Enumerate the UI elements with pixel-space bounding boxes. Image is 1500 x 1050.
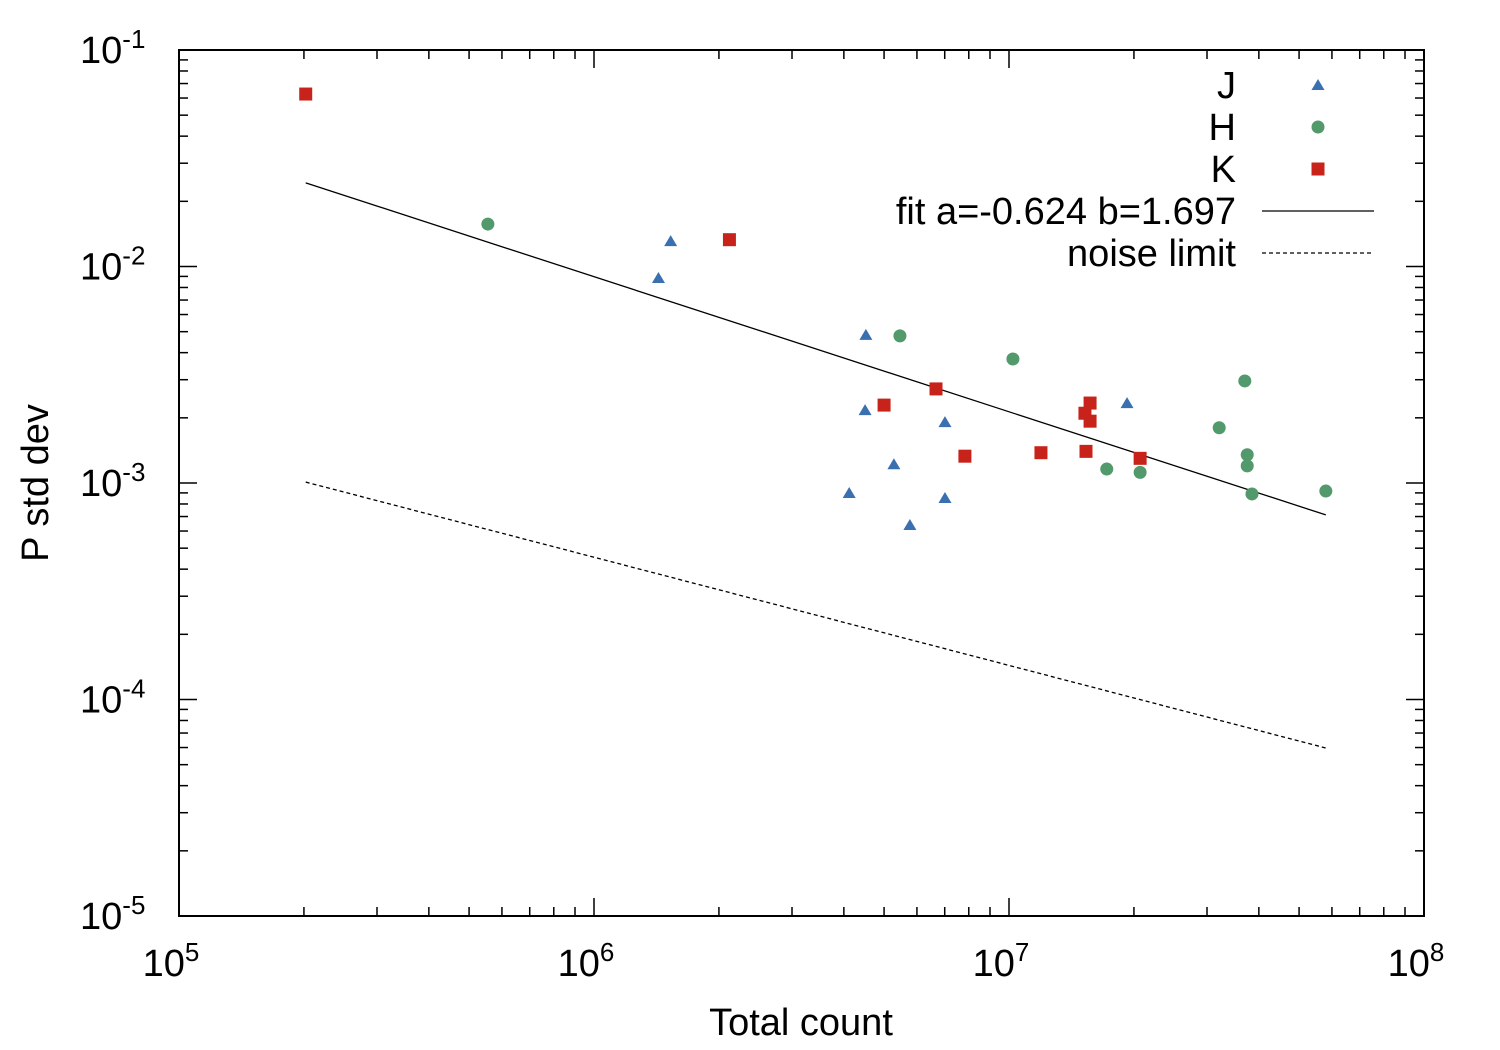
y-tick-label: 10-4 (80, 674, 145, 722)
data-point-H (1240, 459, 1254, 473)
data-point-K (877, 398, 891, 412)
data-point-H (1240, 448, 1254, 462)
data-point-H (1133, 465, 1147, 479)
legend-label: K (1211, 149, 1236, 191)
data-point-H (1245, 487, 1259, 501)
tick-labels: 105 106 107 108 10-1 10-2 10-3 10-4 10-5 (80, 24, 1444, 985)
data-point-H (1319, 484, 1333, 498)
y-tick-label: 10-5 (80, 890, 145, 938)
y-axis-label: P std dev (15, 404, 57, 562)
data-point-J (842, 487, 856, 499)
fit-line (305, 182, 1327, 516)
data-point-J (664, 235, 678, 247)
data-point-J (938, 492, 952, 504)
data-points (299, 87, 1333, 530)
data-point-H (1006, 352, 1020, 366)
y-tick-label: 10-2 (80, 241, 145, 289)
data-point-K (958, 449, 972, 463)
y-tick-label: 10-3 (80, 457, 145, 505)
data-point-H (893, 329, 907, 343)
legend-label: fit a=-0.624 b=1.697 (896, 191, 1236, 233)
legend-label: noise limit (1067, 233, 1236, 275)
legend-label: J (1217, 65, 1236, 107)
legend-marker-J (1311, 79, 1325, 90)
data-point-J (1120, 397, 1134, 409)
data-point-K (1083, 396, 1097, 410)
data-point-K (1079, 444, 1093, 458)
legend-marker-K (1311, 162, 1325, 176)
data-point-J (859, 328, 873, 340)
data-point-H (481, 217, 495, 231)
data-point-J (903, 518, 917, 530)
data-point-J (858, 404, 872, 416)
noise-limit-line (305, 481, 1326, 749)
x-tick-label: 106 (558, 937, 615, 985)
data-point-K (929, 382, 943, 396)
fit-lines (305, 182, 1327, 749)
data-point-K (299, 87, 313, 101)
data-point-K (1034, 446, 1048, 460)
x-axis-label: Total count (709, 1002, 893, 1044)
legend-label: H (1209, 107, 1236, 149)
legend-marker-H (1311, 120, 1325, 134)
data-point-K (722, 233, 736, 247)
data-point-K (1133, 451, 1147, 465)
data-point-K (1083, 414, 1097, 428)
data-point-H (1238, 374, 1252, 388)
data-point-H (1212, 421, 1226, 435)
x-tick-label: 108 (1388, 937, 1445, 985)
data-point-J (938, 416, 952, 428)
data-point-J (887, 458, 901, 470)
x-tick-label: 105 (143, 937, 200, 985)
x-tick-label: 107 (973, 937, 1030, 985)
plot-frame (178, 49, 1425, 917)
data-point-H (1100, 462, 1114, 476)
data-point-J (651, 271, 665, 283)
y-tick-label: 10-1 (80, 24, 145, 72)
axis-ticks (178, 50, 1424, 917)
